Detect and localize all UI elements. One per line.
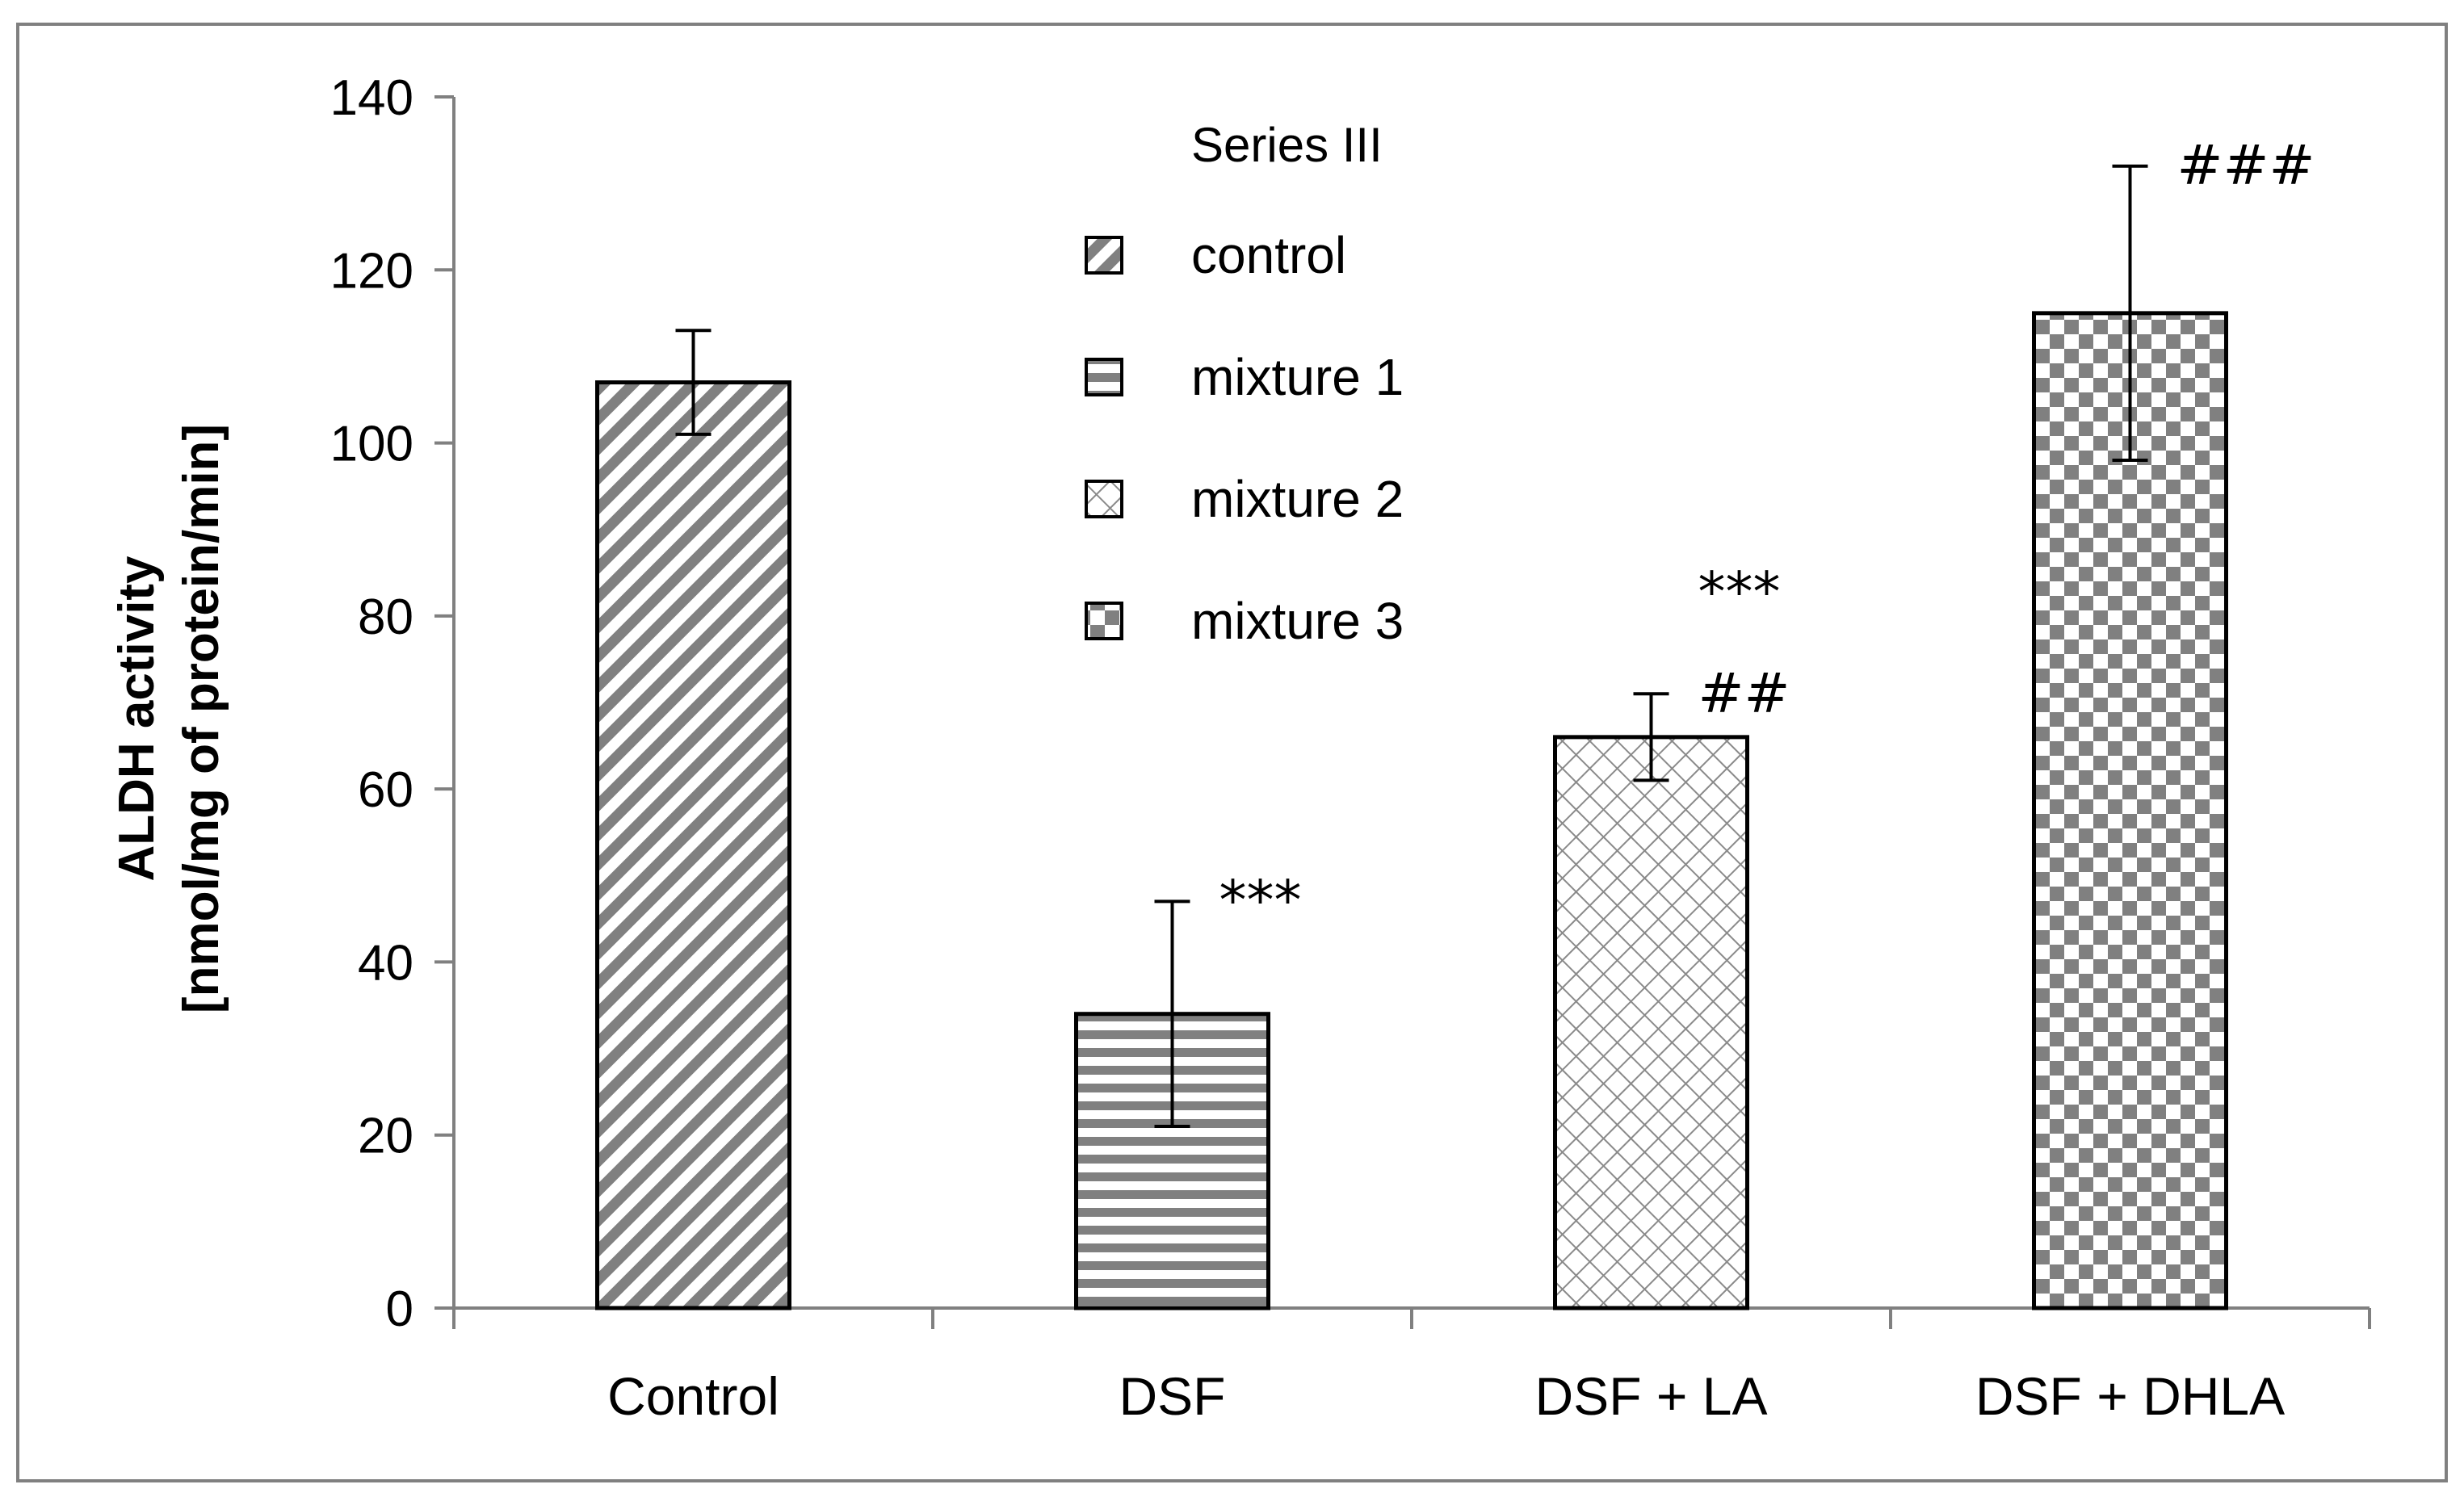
error-bar	[1154, 899, 1190, 1128]
legend-label: mixture 1	[1191, 348, 1404, 406]
legend: Series III control mixture 1 mixture 2 mixt…	[1085, 118, 1404, 650]
error-bar	[675, 329, 711, 436]
legend-title: Series III	[1191, 118, 1383, 172]
significance-marker: ***	[1698, 560, 1781, 624]
y-tick-label: 0	[386, 1281, 413, 1337]
significance-annotations: ******#####	[1219, 134, 2315, 933]
y-axis-label: ALDH activity [nmol/mg of protein/min]	[109, 424, 229, 1013]
bar	[1553, 735, 1749, 1310]
bar	[2032, 311, 2228, 1310]
legend-label: mixture 3	[1191, 592, 1404, 650]
y-axis-label-line-2: [nmol/mg of protein/min]	[174, 424, 229, 1013]
y-axis-label-line-1: ALDH activity	[109, 556, 165, 882]
y-tick-label: 80	[358, 589, 413, 645]
legend-swatch	[1085, 480, 1123, 518]
legend-swatch	[1085, 602, 1123, 640]
significance-marker: ##	[1698, 661, 1790, 725]
y-tick-label: 40	[358, 935, 413, 991]
error-bar	[1633, 692, 1669, 782]
legend-label: mixture 2	[1191, 470, 1404, 528]
y-tick-label: 100	[330, 417, 413, 472]
bar	[595, 380, 791, 1310]
error-bar	[2112, 164, 2148, 462]
significance-marker: ***	[1219, 869, 1302, 933]
y-axis: 0 20 40 60 80 100 120 140	[330, 70, 455, 1337]
x-category-label: DSF + LA	[1535, 1366, 1768, 1426]
error-bars	[675, 164, 2148, 1128]
y-tick-label: 20	[358, 1109, 413, 1164]
legend-entry: mixture 3	[1085, 592, 1404, 650]
legend-entry: mixture 1	[1085, 348, 1404, 406]
significance-marker: ###	[2177, 134, 2315, 198]
legend-swatch	[1085, 236, 1123, 275]
x-category-label: DSF + DHLA	[1975, 1366, 2285, 1426]
bars	[595, 311, 2228, 1310]
legend-swatch	[1085, 358, 1123, 396]
x-axis: Control DSF DSF + LA DSF + DHLA	[452, 1306, 2371, 1426]
y-tick-label: 60	[358, 762, 413, 818]
legend-entry: mixture 2	[1085, 470, 1404, 528]
legend-entry: control	[1085, 226, 1346, 284]
y-tick-label: 120	[330, 243, 413, 299]
x-category-label: Control	[607, 1366, 779, 1426]
x-category-label: DSF	[1119, 1366, 1226, 1426]
legend-label: control	[1191, 226, 1346, 284]
y-tick-label: 140	[330, 70, 413, 126]
